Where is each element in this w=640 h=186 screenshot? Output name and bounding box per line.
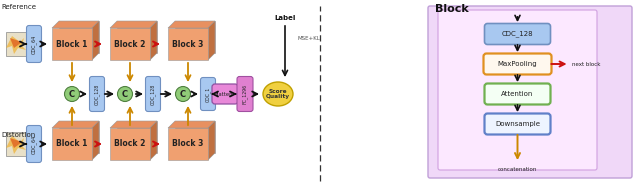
Polygon shape: [92, 121, 99, 160]
Circle shape: [118, 86, 132, 102]
Text: C: C: [122, 89, 128, 99]
Polygon shape: [150, 21, 157, 60]
FancyBboxPatch shape: [484, 113, 550, 134]
Text: Reference: Reference: [1, 4, 36, 10]
Polygon shape: [52, 21, 99, 28]
FancyBboxPatch shape: [438, 10, 597, 170]
FancyBboxPatch shape: [200, 78, 216, 110]
Polygon shape: [208, 121, 215, 160]
Polygon shape: [175, 121, 215, 153]
Text: C: C: [180, 89, 186, 99]
Text: Quality: Quality: [266, 94, 290, 99]
Text: Label: Label: [275, 15, 296, 21]
FancyBboxPatch shape: [145, 76, 161, 111]
Text: Score: Score: [269, 89, 287, 94]
Circle shape: [175, 86, 191, 102]
FancyBboxPatch shape: [110, 128, 150, 160]
FancyBboxPatch shape: [90, 76, 104, 111]
FancyBboxPatch shape: [484, 84, 550, 105]
Text: next block: next block: [572, 62, 600, 67]
FancyBboxPatch shape: [52, 28, 92, 60]
Text: Block 2: Block 2: [115, 39, 146, 49]
Polygon shape: [52, 121, 99, 128]
Polygon shape: [117, 21, 157, 53]
Text: FC_1296: FC_1296: [242, 84, 248, 104]
FancyBboxPatch shape: [428, 6, 632, 178]
Text: Block 3: Block 3: [172, 140, 204, 148]
Text: Block: Block: [435, 4, 468, 14]
Text: Block 3: Block 3: [172, 39, 204, 49]
Ellipse shape: [263, 82, 293, 106]
Polygon shape: [175, 21, 215, 53]
FancyBboxPatch shape: [484, 23, 550, 44]
Text: Block 2: Block 2: [115, 140, 146, 148]
Text: concatenation: concatenation: [498, 167, 537, 172]
Text: CDC_128: CDC_128: [502, 31, 533, 37]
Polygon shape: [117, 121, 157, 153]
FancyBboxPatch shape: [237, 76, 253, 111]
Text: Downsample: Downsample: [495, 121, 540, 127]
Polygon shape: [110, 121, 157, 128]
Polygon shape: [10, 38, 22, 48]
Bar: [6, 132, 26, 156]
Text: CDC_1: CDC_1: [205, 86, 211, 102]
Polygon shape: [150, 121, 157, 160]
FancyBboxPatch shape: [168, 128, 208, 160]
Text: Block 1: Block 1: [56, 140, 88, 148]
Text: MSE+KL: MSE+KL: [298, 36, 321, 41]
FancyBboxPatch shape: [26, 126, 42, 163]
FancyBboxPatch shape: [26, 25, 42, 62]
Polygon shape: [59, 21, 99, 53]
Text: Block 1: Block 1: [56, 39, 88, 49]
Polygon shape: [6, 36, 26, 54]
Text: CDC_128: CDC_128: [150, 83, 156, 105]
Polygon shape: [110, 21, 157, 28]
Polygon shape: [92, 21, 99, 60]
Polygon shape: [6, 136, 26, 154]
Text: Attention: Attention: [501, 91, 534, 97]
Circle shape: [65, 86, 79, 102]
Polygon shape: [168, 121, 215, 128]
Text: flatten: flatten: [216, 92, 234, 97]
Polygon shape: [208, 21, 215, 60]
FancyBboxPatch shape: [212, 84, 238, 104]
Text: MaxPooling: MaxPooling: [498, 61, 538, 67]
FancyBboxPatch shape: [110, 28, 150, 60]
Polygon shape: [10, 138, 22, 148]
Polygon shape: [168, 21, 215, 28]
Text: CDC_64: CDC_64: [31, 34, 37, 54]
FancyBboxPatch shape: [483, 54, 552, 75]
Text: CDC_64: CDC_64: [31, 134, 37, 154]
Bar: [6, 32, 26, 56]
Text: Distortion: Distortion: [1, 132, 35, 138]
FancyBboxPatch shape: [52, 128, 92, 160]
Text: C: C: [69, 89, 75, 99]
Polygon shape: [59, 121, 99, 153]
FancyBboxPatch shape: [168, 28, 208, 60]
Text: CDC_128: CDC_128: [94, 83, 100, 105]
